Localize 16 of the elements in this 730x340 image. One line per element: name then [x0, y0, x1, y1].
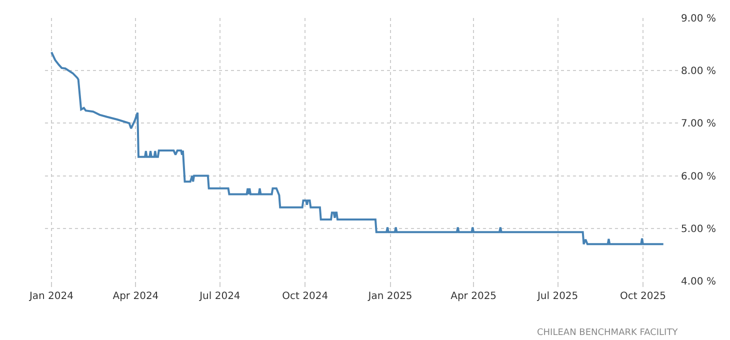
x-tick-label: Jan 2024 — [28, 291, 74, 302]
y-tick-label: 4.00 % — [681, 276, 716, 288]
text: CHILEAN BENCHMARK FACILITY — [537, 328, 678, 338]
x-tick-label: Oct 2025 — [620, 291, 666, 302]
x-tick-label: Oct 2024 — [282, 291, 328, 302]
x-tick-label: Jan 2025 — [367, 291, 412, 302]
y-tick-label: 5.00 % — [681, 224, 716, 235]
x-tick-label: Jul 2025 — [536, 291, 578, 302]
y-tick-label: 8.00 % — [681, 66, 716, 78]
line-series — [50, 51, 664, 246]
x-tick-label: Apr 2025 — [450, 291, 497, 302]
y-tick-label: 7.00 % — [681, 118, 716, 130]
y-tick-label: 9.00 % — [681, 14, 716, 24]
x-tick-label: Apr 2024 — [112, 291, 159, 302]
y-tick-label: 6.00 % — [681, 171, 716, 182]
x-tick-label: Jul 2024 — [198, 291, 240, 302]
